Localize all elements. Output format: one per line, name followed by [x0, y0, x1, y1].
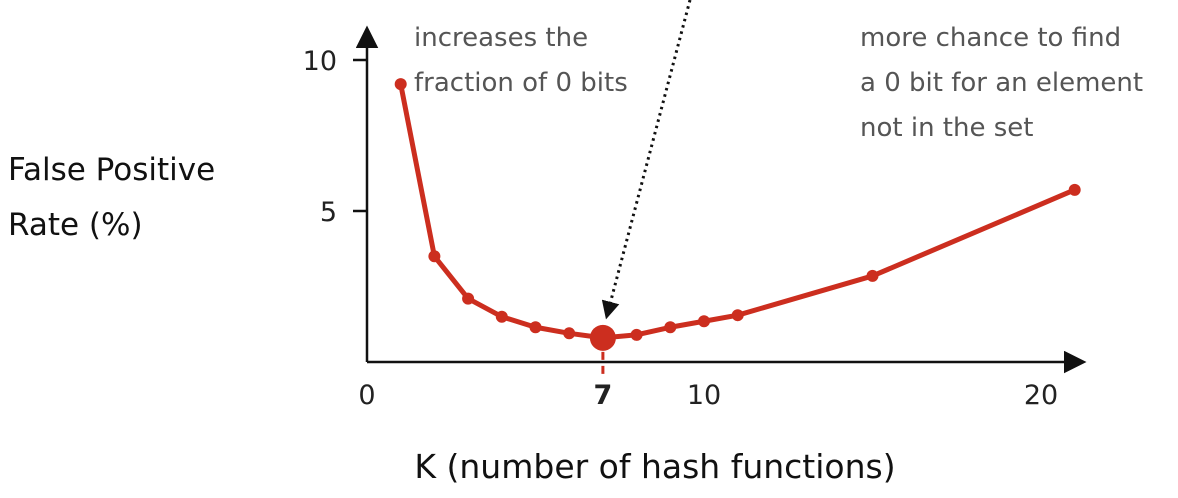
data-point — [698, 315, 710, 328]
data-point — [462, 292, 475, 305]
data-point — [664, 321, 677, 334]
annotation-right-line-3: not in the set — [860, 113, 1033, 143]
annotation-right-line-2: a 0 bit for an element — [860, 68, 1143, 98]
x-tick-label: 20 — [1024, 380, 1058, 411]
data-point — [428, 250, 441, 263]
data-point — [866, 269, 879, 282]
y-tick-label: 5 — [320, 197, 337, 228]
x-axis-label: K (number of hash functions) — [414, 447, 895, 486]
annotation-left-line-1: increases the — [414, 23, 588, 53]
data-point — [529, 321, 542, 334]
x-ticks: 0 10 20 — [358, 380, 1058, 411]
y-axis-label-line-2: Rate (%) — [8, 207, 143, 243]
optimum-point — [589, 324, 616, 351]
y-axis-label-line-1: False Positive — [8, 152, 215, 188]
series-points — [394, 78, 1081, 341]
x-tick-label: 10 — [687, 380, 721, 411]
data-point — [630, 328, 643, 341]
pointer-arrow — [601, 0, 692, 320]
data-point — [394, 78, 407, 91]
y-ticks: 5 10 — [303, 46, 367, 228]
data-point — [495, 310, 508, 323]
data-point — [731, 309, 744, 322]
annotation-left-line-2: fraction of 0 bits — [414, 68, 628, 98]
y-tick-label: 10 — [303, 46, 337, 77]
optimum-label: 7 — [594, 380, 613, 411]
x-tick-label: 0 — [358, 380, 375, 411]
data-point — [1068, 183, 1081, 196]
annotation-right-line-1: more chance to find — [860, 23, 1121, 53]
data-point — [563, 327, 576, 340]
